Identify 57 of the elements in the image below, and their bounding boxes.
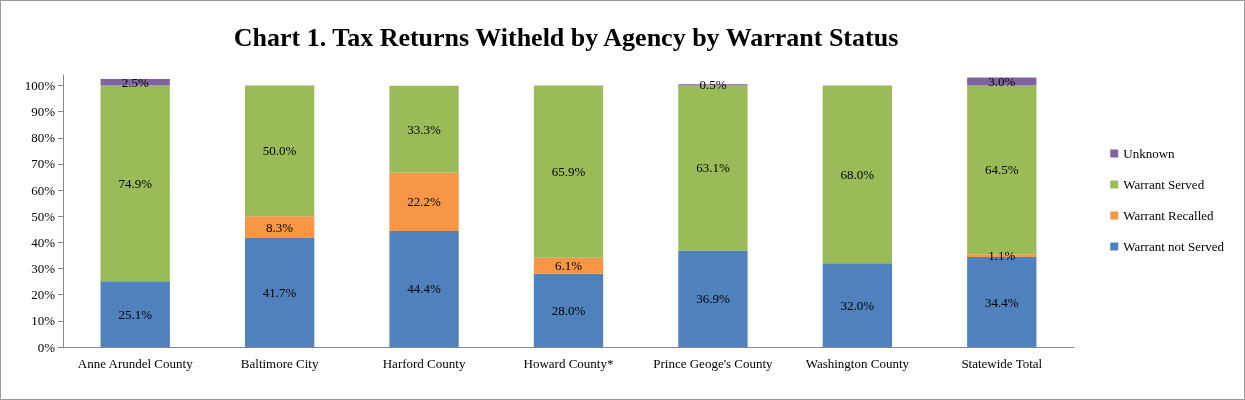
y-tick-label: 100% [24,77,56,93]
x-tick-label: Washington County [805,355,910,371]
y-tick-label: 40% [31,234,56,250]
bar [389,85,459,173]
bar [100,85,170,282]
bar [533,85,604,258]
data-label: 64.5% [984,162,1019,178]
y-tick-label: 30% [31,261,56,277]
bar [389,172,459,231]
x-tick-label: Statewide Total [961,355,1043,371]
x-tick-label: Prince Geoge's County [653,355,774,371]
legend-label: Warrant not Served [1123,239,1225,254]
data-label: 36.9% [696,291,730,307]
y-tick-label: 80% [31,130,56,146]
data-label: 68.0% [840,166,875,182]
data-label: 22.2% [407,194,442,210]
y-tick-label: 50% [31,208,56,224]
data-label: 0.5% [699,77,727,93]
data-label: 65.9% [551,164,586,180]
data-label: 44.4% [407,281,442,297]
bar [244,85,315,217]
x-tick-label: Baltimore City [240,355,319,371]
y-tick-label: 90% [31,104,56,120]
bar [389,230,459,347]
bar [100,281,170,347]
bar [678,250,748,347]
data-label: 28.0% [551,302,586,318]
data-label: 3.0% [988,74,1016,90]
chart-title: Chart 1. Tax Returns Witheld by Agency by Warrant Status [233,22,899,52]
y-tick-label: 70% [31,156,56,172]
data-label: 32.0% [840,297,875,313]
legend-label: Warrant Served [1123,177,1205,192]
data-label: 2.5% [121,74,149,90]
legend-label: Warrant Recalled [1123,208,1215,223]
legend-label: Unknown [1123,146,1176,161]
x-tick-label: Harford County [382,355,466,371]
x-tick-label: Howard County* [523,355,614,371]
data-label: 74.9% [118,175,153,191]
data-label: 41.7% [262,284,297,300]
data-label: 25.1% [118,306,153,322]
y-tick-label: 0% [37,339,56,355]
data-label: 50.0% [262,143,297,159]
data-label: 1.1% [988,248,1016,264]
y-tick-label: 10% [31,313,56,329]
data-label: 6.1% [554,258,583,274]
y-tick-label: 60% [31,182,56,198]
bar [244,237,315,347]
bar [822,85,893,264]
data-label: 8.3% [266,219,294,235]
bar [244,216,315,238]
y-tick-label: 20% [31,287,56,303]
bar [533,273,604,347]
bar [822,263,893,347]
data-label: 63.1% [696,160,730,176]
x-tick-label: Anne Arundel County [77,355,194,371]
data-label: 33.3% [407,121,442,137]
data-label: 34.4% [984,294,1019,310]
